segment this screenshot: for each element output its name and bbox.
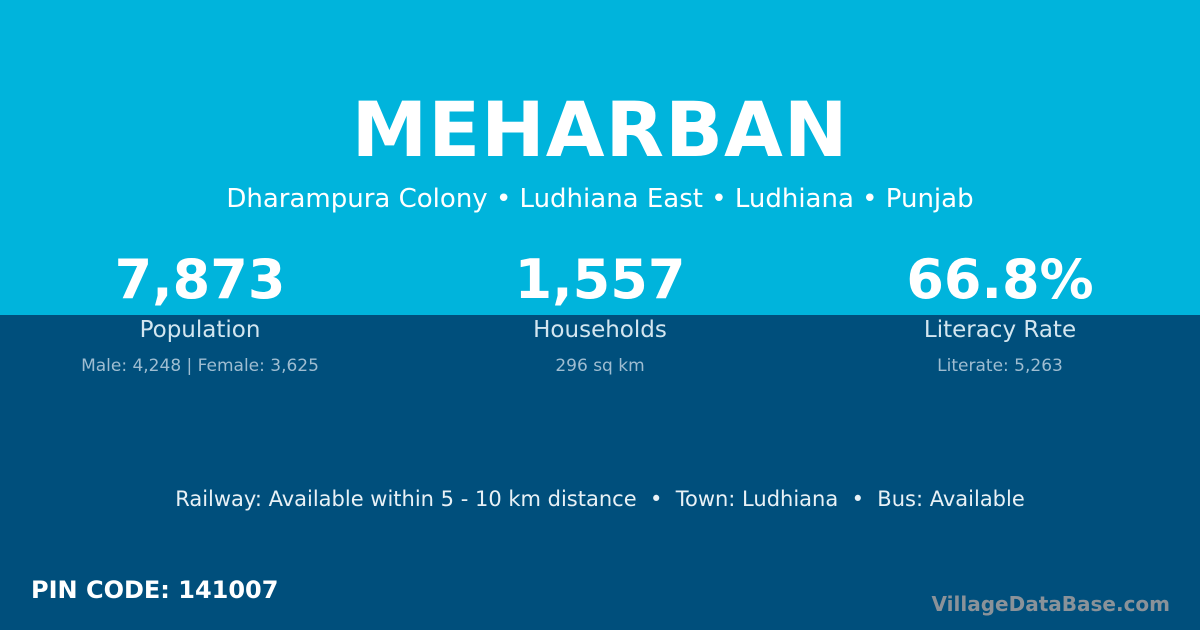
stat-detail: Male: 4,248 | Female: 3,625 bbox=[81, 356, 319, 376]
stat-literacy: 66.8% Literacy Rate Literate: 5,263 bbox=[800, 248, 1200, 378]
header-band bbox=[0, 0, 1200, 315]
stat-label: Literacy Rate bbox=[923, 317, 1077, 343]
stat-label: Population bbox=[139, 317, 261, 343]
stat-detail: 296 sq km bbox=[555, 356, 645, 376]
stat-detail: Literate: 5,263 bbox=[937, 356, 1063, 376]
stat-value: 1,557 bbox=[514, 248, 686, 311]
stat-value: 66.8% bbox=[906, 248, 1094, 311]
stat-population: 7,873 Population Male: 4,248 | Female: 3… bbox=[0, 248, 400, 378]
location-breadcrumb: Dharampura Colony • Ludhiana East • Ludh… bbox=[226, 184, 974, 214]
pin-code: PIN CODE: 141007 bbox=[31, 576, 279, 604]
brand-watermark: VillageDataBase.com bbox=[931, 592, 1170, 616]
stat-label: Households bbox=[533, 317, 667, 343]
stat-value: 7,873 bbox=[114, 248, 286, 311]
amenities-line: Railway: Available within 5 - 10 km dist… bbox=[175, 487, 1025, 511]
page-title: MEHARBAN bbox=[351, 85, 849, 174]
stat-households: 1,557 Households 296 sq km bbox=[400, 248, 800, 378]
